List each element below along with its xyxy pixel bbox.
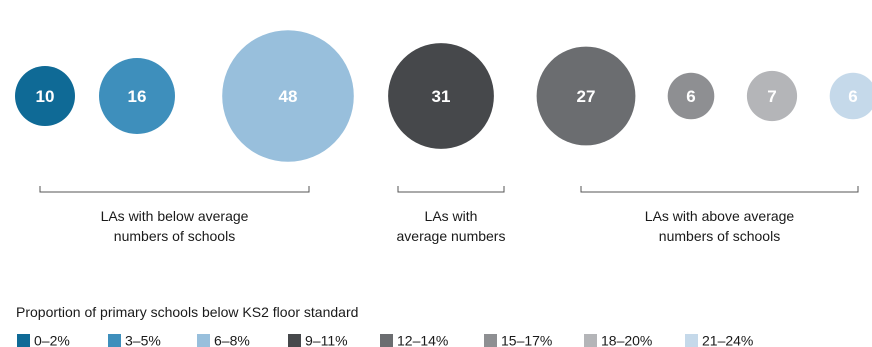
- bubble-series: 10 16 48 31 27 6 7 6: [15, 30, 872, 162]
- legend-title: Proportion of primary schools below KS2 …: [16, 304, 358, 320]
- bubble-value-label: 6: [686, 87, 695, 106]
- bubble-value-label: 31: [432, 87, 451, 106]
- legend-label: 0–2%: [34, 333, 70, 347]
- legend-label: 6–8%: [214, 333, 250, 347]
- bubble-value-label: 7: [767, 87, 776, 106]
- group-bracket: [397, 186, 505, 193]
- bubble-value-label: 16: [128, 87, 147, 106]
- legend-swatch: [17, 334, 30, 347]
- bubble-value-label: 10: [36, 87, 55, 106]
- bubble-2: [99, 58, 175, 134]
- group-label: LAs with above average: [645, 208, 795, 224]
- group-label: numbers of schools: [114, 228, 235, 244]
- legend-swatch: [685, 334, 698, 347]
- bubble-value-label: 6: [848, 87, 857, 106]
- legend-label: 3–5%: [125, 333, 161, 347]
- legend-label: 12–14%: [397, 333, 448, 347]
- legend: Proportion of primary schools below KS2 …: [16, 304, 753, 347]
- bubble-4: [388, 43, 494, 149]
- group-label: average numbers: [397, 228, 506, 244]
- bubble-3: [222, 30, 354, 162]
- bubble-value-label: 48: [279, 87, 298, 106]
- legend-swatch: [108, 334, 121, 347]
- group-bracket: [580, 186, 859, 193]
- legend-swatch: [288, 334, 301, 347]
- bubble-6: [667, 72, 715, 120]
- bubble-7: [746, 70, 798, 122]
- group-brackets: LAs with below average numbers of schools…: [39, 186, 859, 244]
- bubble-value-label: 27: [577, 87, 596, 106]
- legend-label: 9–11%: [305, 333, 348, 347]
- group-label: LAs with below average: [101, 208, 249, 224]
- legend-swatch: [380, 334, 393, 347]
- legend-label: 15–17%: [501, 333, 552, 347]
- bubble-5: [536, 46, 636, 146]
- legend-items: 0–2% 3–5% 6–8% 9–11% 12–14% 15–17% 18–20% 21–24…: [17, 333, 753, 347]
- group-label: numbers of schools: [659, 228, 780, 244]
- bubble-8: [829, 72, 872, 120]
- group-bracket: [39, 186, 310, 193]
- legend-label: 21–24%: [702, 333, 753, 347]
- legend-swatch: [197, 334, 210, 347]
- legend-swatch: [584, 334, 597, 347]
- group-label: LAs with: [425, 208, 478, 224]
- legend-swatch: [484, 334, 497, 347]
- legend-label: 18–20%: [601, 333, 652, 347]
- bubble-1: [15, 66, 75, 126]
